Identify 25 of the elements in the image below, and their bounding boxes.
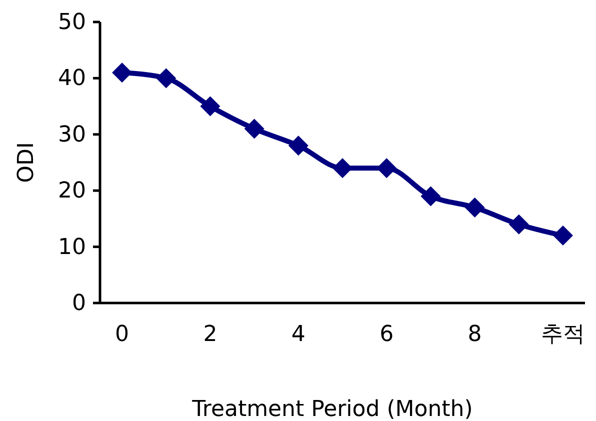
y-axis-title: ODI (14, 142, 39, 183)
point (244, 118, 264, 139)
y-tick-label: 50 (58, 10, 86, 36)
point (332, 158, 352, 178)
y-tick-label: 40 (58, 66, 86, 92)
y-tick-label: 20 (58, 178, 86, 204)
point (420, 186, 441, 206)
y-tick-label: 0 (72, 291, 86, 316)
x-tick-label: 추적 (540, 322, 585, 348)
point (288, 136, 308, 156)
y-tick-label: 10 (58, 234, 86, 260)
x-tick-label: 0 (115, 322, 130, 348)
point (112, 62, 132, 83)
x-tick-label: 6 (380, 322, 394, 348)
point (552, 226, 573, 246)
point (200, 96, 220, 116)
point (376, 158, 397, 178)
point (508, 214, 529, 234)
x-tick-label: 2 (203, 322, 218, 348)
point (464, 197, 485, 218)
x-axis-title: Treatment Period (Month) (191, 397, 473, 421)
x-tick-label: 8 (468, 322, 482, 348)
point (156, 68, 176, 88)
y-tick-label: 30 (58, 122, 86, 148)
x-tick-label: 4 (291, 322, 306, 348)
